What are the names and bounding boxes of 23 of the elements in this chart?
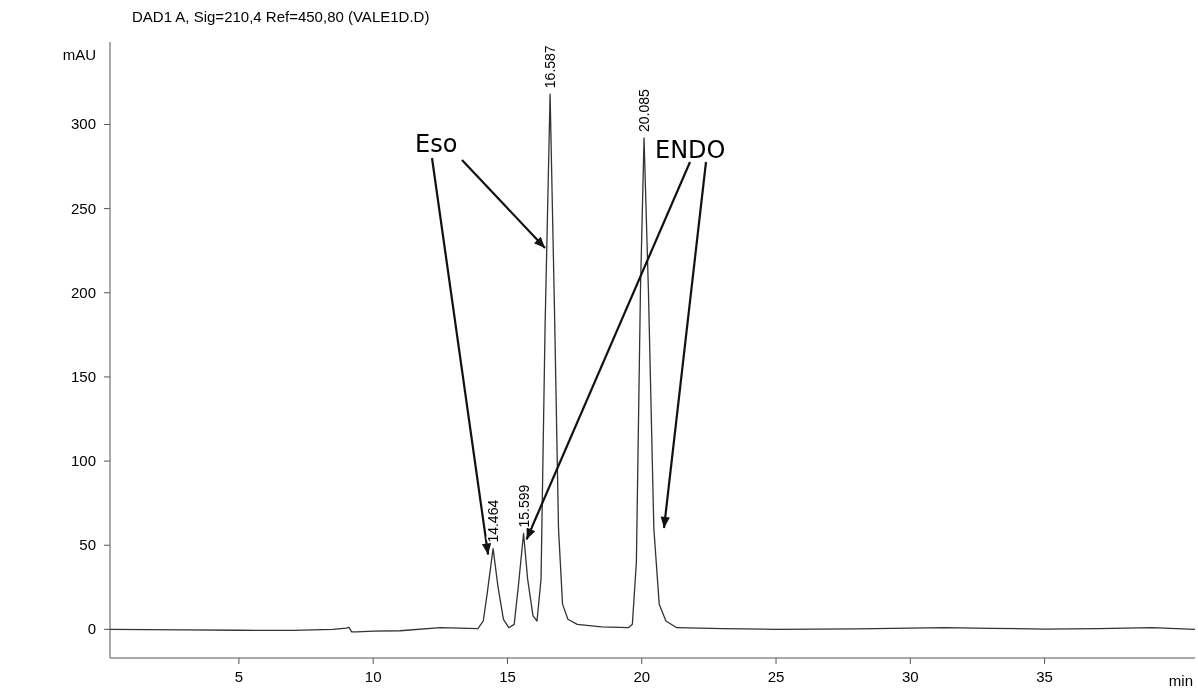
x-tick-label: 25	[767, 668, 785, 685]
annotation: 20.085	[636, 88, 653, 132]
annotation: 14.464	[485, 499, 502, 543]
annotation: Eso	[415, 130, 458, 158]
annotation: ENDO	[655, 136, 726, 164]
y-tick-label: 250	[70, 199, 96, 217]
y-tick-label: 0	[87, 620, 96, 638]
x-axis-title: min	[1168, 672, 1193, 689]
x-tick-label: 30	[901, 668, 919, 685]
chart-title: DAD1 A, Sig=210,4 Ref=450,80 (VALE1D.D)	[132, 8, 430, 25]
x-tick-label: 15	[499, 668, 516, 685]
y-tick-label: 300	[70, 115, 96, 133]
x-tick-label: 20	[633, 668, 651, 685]
annotation: 16.587	[542, 45, 559, 89]
y-axis-title: mAU	[62, 46, 96, 63]
x-tick-label: 10	[364, 668, 382, 685]
y-tick-label: 200	[70, 283, 96, 301]
y-tick-label: 50	[79, 536, 96, 554]
y-tick-label: 100	[70, 452, 96, 470]
x-tick-label: 35	[1036, 668, 1053, 685]
y-tick-label: 150	[70, 367, 96, 385]
x-tick-label: 5	[234, 668, 244, 685]
annotation: 15.599	[515, 484, 532, 528]
